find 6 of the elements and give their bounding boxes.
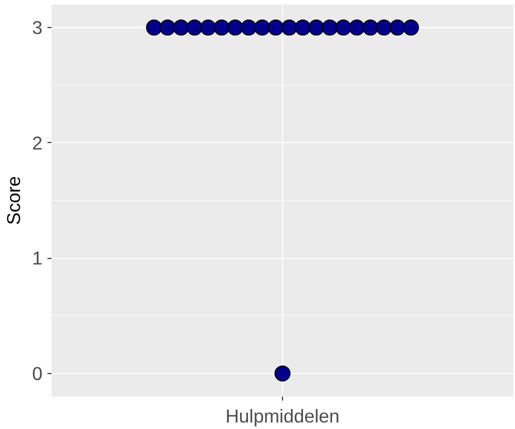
y-tick-label: 1 [32, 248, 43, 269]
y-tick-label: 3 [32, 17, 43, 38]
y-axis-title: Score [3, 176, 24, 225]
y-tick-label: 2 [32, 132, 43, 154]
x-tick-label: Hulpmiddelen [225, 406, 340, 426]
y-tick-label: 0 [32, 362, 43, 384]
